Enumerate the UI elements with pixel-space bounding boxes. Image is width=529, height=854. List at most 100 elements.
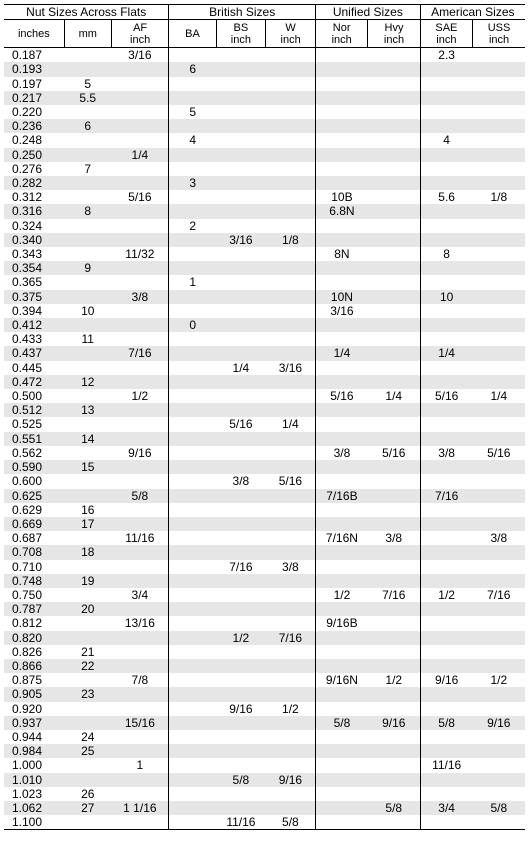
cell: 0.812 — [4, 616, 64, 630]
cell — [169, 261, 216, 275]
cell — [420, 659, 472, 673]
cell — [169, 659, 216, 673]
cell — [473, 517, 525, 531]
cell — [111, 261, 169, 275]
cell — [473, 503, 525, 517]
cell — [169, 403, 216, 417]
cell — [266, 290, 316, 304]
table-row: 0.90523 — [4, 687, 525, 701]
cell — [266, 616, 316, 630]
cell — [473, 346, 525, 360]
cell: 20 — [64, 602, 111, 616]
cell — [169, 801, 216, 815]
table-row: 0.5629/163/85/163/85/16 — [4, 446, 525, 460]
cell: 3/8 — [266, 560, 316, 574]
cell — [64, 290, 111, 304]
cell — [368, 219, 420, 233]
cell — [169, 77, 216, 91]
cell — [216, 332, 266, 346]
cell — [368, 332, 420, 346]
cell — [64, 219, 111, 233]
cell — [473, 290, 525, 304]
cell — [111, 432, 169, 446]
cell — [266, 62, 316, 76]
cell — [216, 730, 266, 744]
cell — [111, 219, 169, 233]
cell: 15/16 — [111, 716, 169, 730]
cell: 6 — [169, 62, 216, 76]
cell — [216, 432, 266, 446]
cell — [420, 361, 472, 375]
cell — [315, 261, 367, 275]
cell — [368, 602, 420, 616]
cell: 9/16N — [315, 673, 367, 687]
column-header-row: inches mm AFinch BA BSinch Winch Norinch… — [4, 20, 525, 48]
cell: 3/8 — [216, 474, 266, 488]
table-row: 0.8201/27/16 — [4, 631, 525, 645]
cell — [111, 204, 169, 218]
cell — [266, 261, 316, 275]
cell: 7/16 — [216, 560, 266, 574]
cell: 11/16 — [111, 531, 169, 545]
table-row: 0.81213/169/16B — [4, 616, 525, 630]
cell: 0.905 — [4, 687, 64, 701]
cell — [315, 687, 367, 701]
cell — [111, 517, 169, 531]
cell — [368, 247, 420, 261]
cell — [368, 346, 420, 360]
cell — [216, 616, 266, 630]
table-row: 0.394103/16 — [4, 304, 525, 318]
cell — [368, 560, 420, 574]
cell — [169, 247, 216, 261]
cell — [216, 261, 266, 275]
cell — [266, 659, 316, 673]
cell — [169, 474, 216, 488]
cell — [266, 119, 316, 133]
cell — [368, 62, 420, 76]
cell: 9/16 — [111, 446, 169, 460]
table-row: 0.3651 — [4, 275, 525, 289]
cell — [216, 446, 266, 460]
cell: 10 — [64, 304, 111, 318]
table-row: 0.70818 — [4, 545, 525, 559]
cell — [473, 631, 525, 645]
cell — [169, 375, 216, 389]
table-row: 0.55114 — [4, 432, 525, 446]
cell: 0.512 — [4, 403, 64, 417]
table-row: 0.3403/161/8 — [4, 233, 525, 247]
cell: 27 — [64, 801, 111, 815]
cell — [315, 48, 367, 63]
cell — [473, 375, 525, 389]
table-row: 0.7107/163/8 — [4, 560, 525, 574]
cell: 0.669 — [4, 517, 64, 531]
cell — [216, 588, 266, 602]
table-row: 0.5001/25/161/45/161/4 — [4, 389, 525, 403]
cell — [266, 801, 316, 815]
cell — [420, 148, 472, 162]
cell — [64, 474, 111, 488]
cell — [64, 702, 111, 716]
cell: 0.866 — [4, 659, 64, 673]
cell — [473, 702, 525, 716]
cell: 5/8 — [420, 716, 472, 730]
table-row: 0.3753/810N10 — [4, 290, 525, 304]
cell — [368, 432, 420, 446]
cell — [315, 91, 367, 105]
cell — [315, 332, 367, 346]
cell — [169, 645, 216, 659]
cell — [64, 389, 111, 403]
cell: 7/16 — [368, 588, 420, 602]
table-row: 1.062271 1/165/83/45/8 — [4, 801, 525, 815]
cell — [266, 204, 316, 218]
cell: 3/8 — [473, 531, 525, 545]
cell — [315, 659, 367, 673]
cell — [169, 574, 216, 588]
cell — [111, 503, 169, 517]
cell — [216, 318, 266, 332]
cell — [266, 389, 316, 403]
cell — [420, 318, 472, 332]
cell — [473, 474, 525, 488]
cell — [266, 787, 316, 801]
cell — [169, 148, 216, 162]
cell — [420, 474, 472, 488]
